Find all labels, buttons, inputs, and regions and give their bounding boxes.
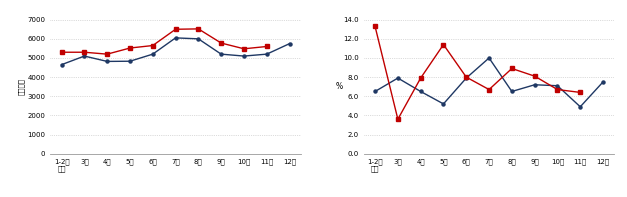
Line: 2017年: 2017年 bbox=[60, 36, 291, 66]
2018年 bbox=[417, 77, 424, 79]
Line: 2018年: 2018年 bbox=[374, 25, 582, 121]
2018年 bbox=[576, 91, 584, 94]
2017年 bbox=[463, 77, 470, 79]
2017年 bbox=[81, 55, 88, 57]
2017年 bbox=[417, 90, 424, 93]
2018年 bbox=[531, 75, 539, 77]
2018年 bbox=[81, 51, 88, 53]
2017年 bbox=[286, 42, 293, 45]
Legend: 2017年, 2018年: 2017年, 2018年 bbox=[443, 195, 535, 197]
2017年 bbox=[485, 57, 493, 59]
2018年 bbox=[218, 42, 225, 44]
2017年 bbox=[440, 103, 447, 105]
2018年 bbox=[240, 48, 248, 50]
Line: 2018年: 2018年 bbox=[60, 27, 268, 56]
2017年 bbox=[576, 106, 584, 108]
2017年 bbox=[371, 90, 379, 93]
Legend: 2017年, 2018年: 2017年, 2018年 bbox=[129, 195, 222, 197]
2018年 bbox=[508, 67, 515, 70]
2017年 bbox=[240, 55, 248, 57]
2017年 bbox=[531, 84, 539, 86]
2018年 bbox=[126, 47, 134, 49]
2017年 bbox=[508, 90, 515, 93]
2018年 bbox=[485, 88, 493, 91]
2018年 bbox=[463, 76, 470, 78]
2017年 bbox=[194, 38, 202, 40]
Y-axis label: 亿千瓦时: 亿千瓦时 bbox=[18, 78, 24, 95]
2017年 bbox=[218, 53, 225, 55]
2017年 bbox=[126, 60, 134, 62]
2018年 bbox=[172, 28, 179, 31]
2018年 bbox=[103, 53, 111, 55]
Y-axis label: %: % bbox=[335, 82, 342, 91]
2017年 bbox=[149, 53, 157, 55]
2018年 bbox=[394, 118, 402, 120]
2018年 bbox=[149, 44, 157, 47]
2018年 bbox=[58, 51, 65, 53]
2018年 bbox=[371, 25, 379, 28]
2017年 bbox=[58, 63, 65, 66]
2017年 bbox=[172, 37, 179, 39]
2017年 bbox=[599, 81, 607, 83]
2018年 bbox=[194, 28, 202, 30]
2017年 bbox=[394, 77, 402, 79]
Line: 2017年: 2017年 bbox=[374, 57, 604, 108]
2017年 bbox=[554, 85, 561, 87]
2018年 bbox=[554, 88, 561, 91]
2017年 bbox=[263, 53, 270, 55]
2018年 bbox=[440, 43, 447, 46]
2017年 bbox=[103, 60, 111, 63]
2018年 bbox=[263, 45, 270, 48]
